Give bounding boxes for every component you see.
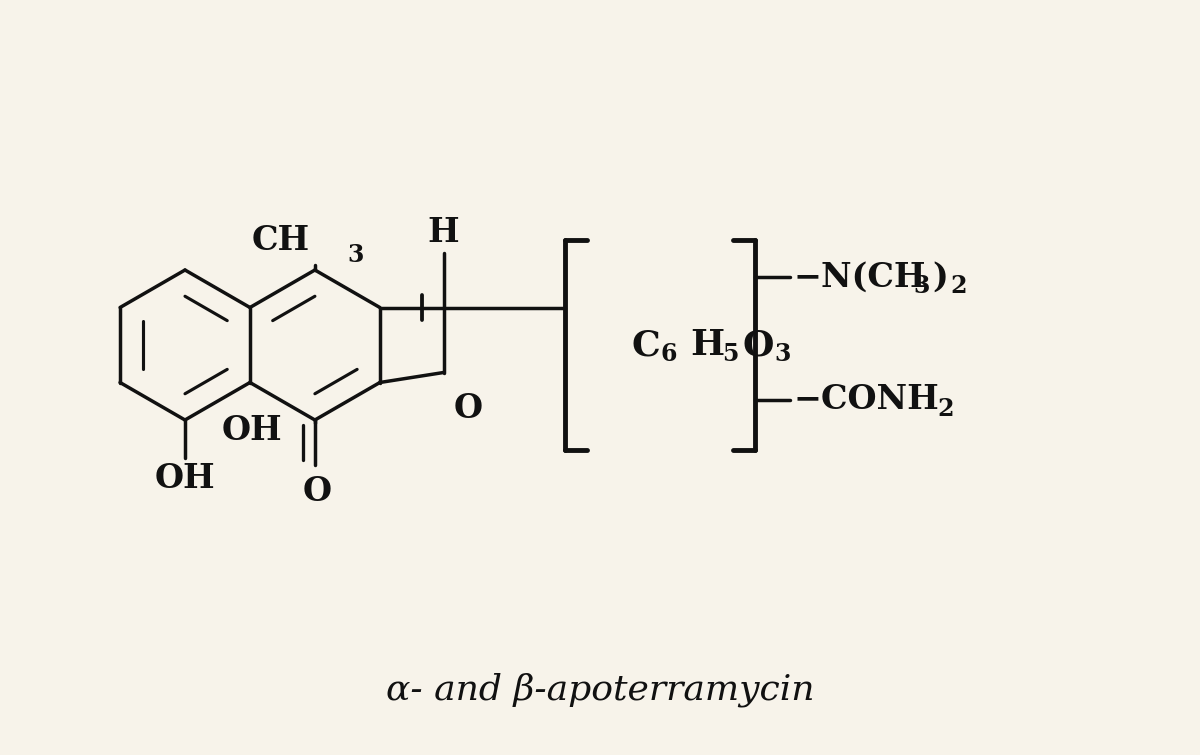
Text: α- and β-apoterramycin: α- and β-apoterramycin [385,673,815,707]
Text: O: O [302,475,331,508]
Text: OH: OH [155,462,215,495]
Text: 3: 3 [347,243,364,267]
Text: 2: 2 [950,274,966,298]
Text: O: O [454,393,482,426]
Text: 2: 2 [937,397,954,421]
Text: OH: OH [222,414,282,448]
Text: −CONH: −CONH [793,384,938,417]
Text: C: C [631,328,660,362]
Text: 6: 6 [660,342,677,366]
Text: H: H [427,217,460,249]
Text: 5: 5 [722,342,738,366]
Text: 3: 3 [774,342,791,366]
Text: ): ) [932,260,948,294]
Text: −N(CH: −N(CH [793,260,925,294]
Text: CH: CH [252,224,310,257]
Text: H: H [690,328,724,362]
Text: 3: 3 [913,274,929,298]
Text: O: O [742,328,773,362]
